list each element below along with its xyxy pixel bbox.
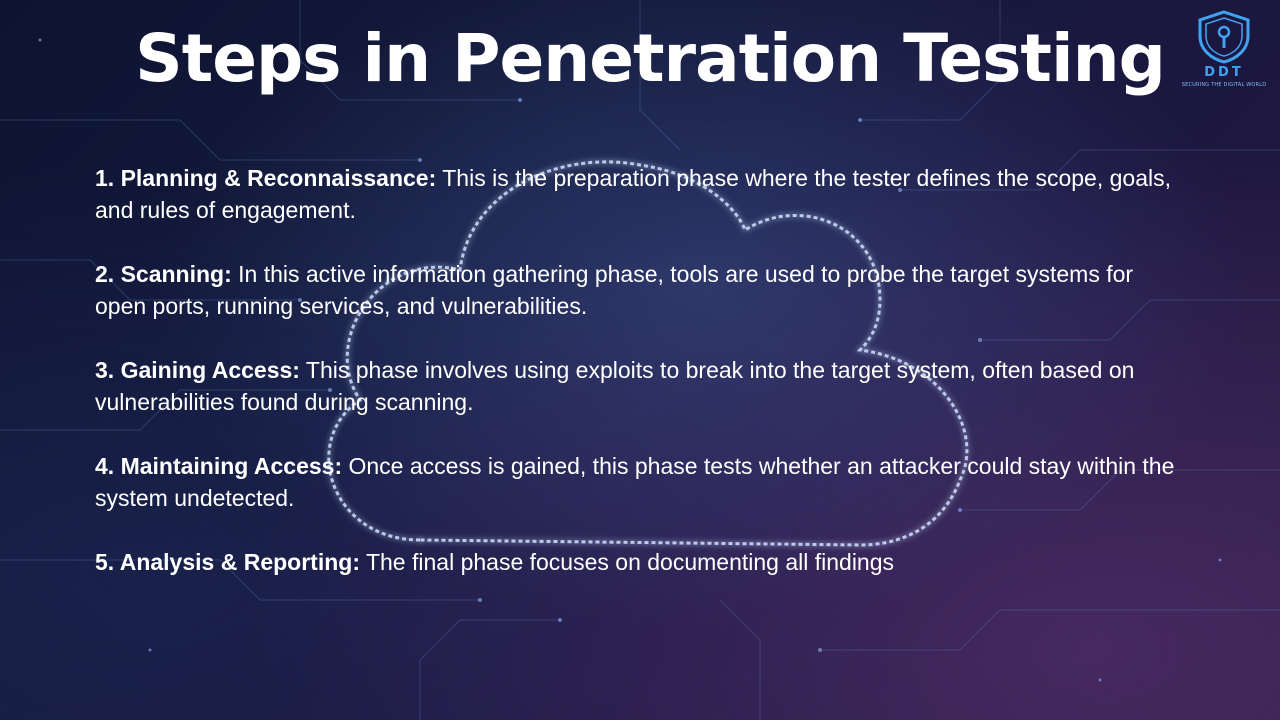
step-label: 5. Analysis & Reporting: bbox=[95, 549, 360, 575]
logo-name: DDT bbox=[1204, 65, 1244, 80]
step-label: 2. Scanning: bbox=[95, 261, 232, 287]
steps-list: 1. Planning & Reconnaissance: This is th… bbox=[95, 162, 1175, 610]
step-scanning: 2. Scanning: In this active information … bbox=[95, 258, 1175, 322]
step-label: 1. Planning & Reconnaissance: bbox=[95, 165, 437, 191]
step-text: The final phase focuses on documenting a… bbox=[359, 549, 895, 575]
step-planning: 1. Planning & Reconnaissance: This is th… bbox=[95, 162, 1175, 226]
step-text: In this active information gathering pha… bbox=[95, 261, 1134, 319]
step-label: 4. Maintaining Access: bbox=[95, 453, 343, 479]
cloud-outline-icon bbox=[327, 160, 969, 547]
step-gaining-access: 3. Gaining Access: This phase involves u… bbox=[95, 354, 1175, 418]
step-text: Once access is gained, this phase tests … bbox=[95, 453, 1175, 511]
logo-tagline: SECURING THE DIGITAL WORLD bbox=[1181, 82, 1267, 88]
step-label: 3. Gaining Access: bbox=[95, 357, 300, 383]
circuit-nodes bbox=[38, 38, 1222, 682]
step-text: This is the preparation phase where the … bbox=[95, 165, 1172, 223]
ddt-logo: DDT SECURING THE DIGITAL WORLD bbox=[1176, 10, 1272, 94]
shield-keyhole-icon bbox=[1198, 10, 1250, 64]
step-maintaining-access: 4. Maintaining Access: Once access is ga… bbox=[95, 450, 1175, 514]
step-text: This phase involves using exploits to br… bbox=[95, 357, 1135, 415]
step-analysis-reporting: 5. Analysis & Reporting: The final phase… bbox=[95, 546, 1175, 578]
page-title: Steps in Penetration Testing bbox=[135, 20, 1166, 97]
